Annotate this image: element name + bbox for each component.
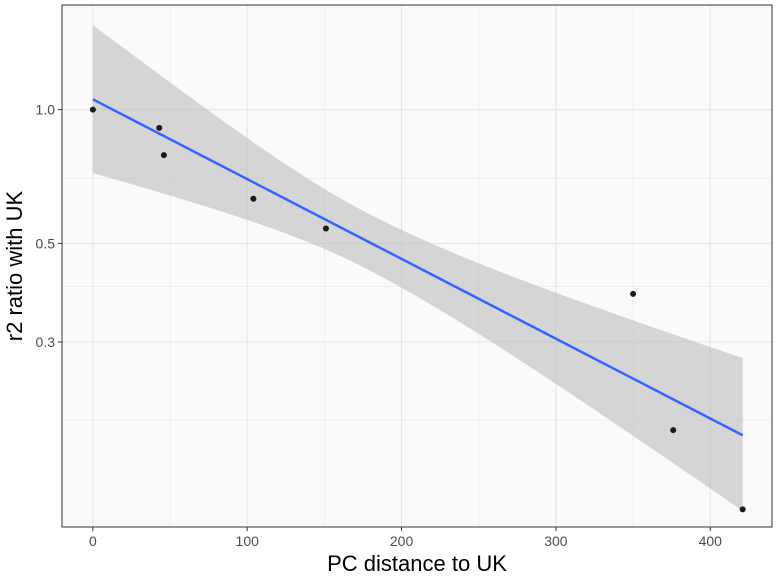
y-tick-label: 1.0: [36, 102, 56, 118]
y-tick-label: 0.5: [36, 235, 56, 251]
x-tick-label: 100: [236, 533, 260, 549]
data-point: [630, 290, 637, 297]
data-point: [250, 195, 257, 202]
panel-border: [61, 4, 773, 528]
x-tick-label: 0: [89, 533, 97, 549]
data-point: [670, 427, 677, 434]
x-tick-label: 200: [390, 533, 414, 549]
data-point: [156, 124, 163, 131]
y-axis-title: r2 ratio with UK: [2, 190, 27, 341]
x-axis: 0 100 200 300 400: [89, 527, 722, 549]
y-axis: 1.0 0.5 0.3: [36, 102, 62, 350]
x-tick-label: 400: [699, 533, 723, 549]
data-point: [89, 106, 96, 113]
x-axis-title: PC distance to UK: [327, 551, 507, 576]
x-tick-label: 300: [544, 533, 568, 549]
data-points: [89, 106, 746, 513]
data-point: [322, 225, 329, 232]
y-tick-label: 0.3: [36, 334, 56, 350]
fit-line: [92, 98, 744, 437]
data-point: [160, 152, 167, 159]
data-point: [739, 506, 746, 513]
